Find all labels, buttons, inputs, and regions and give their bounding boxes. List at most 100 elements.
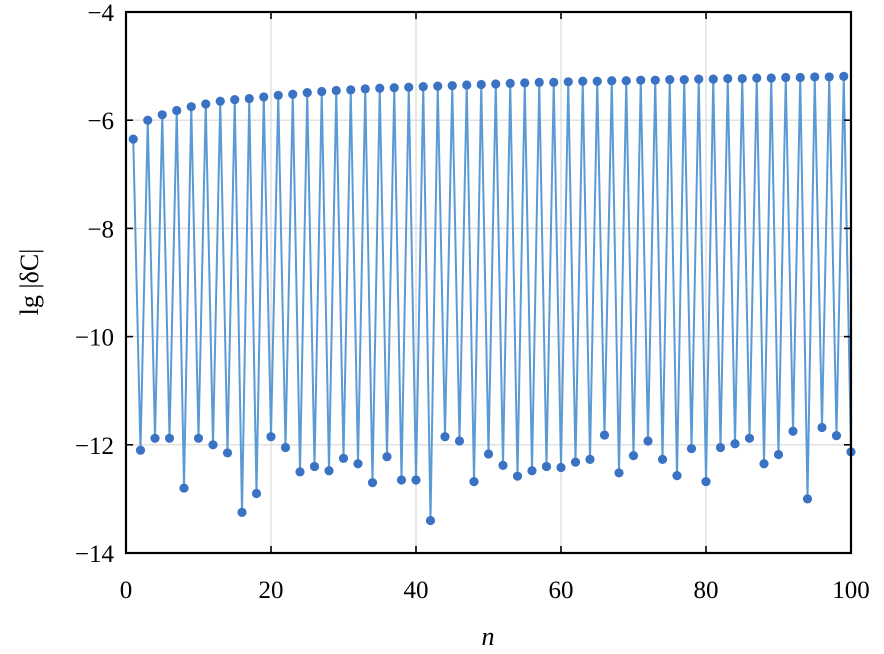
data-point: [157, 110, 167, 120]
ticks: 0 20 40 60 80 100 −4 −6 −8 −10 −12 −14: [75, 0, 870, 604]
data-point: [636, 75, 646, 85]
y-tick-label: −10: [75, 325, 114, 352]
data-point: [259, 92, 269, 102]
data-point: [773, 449, 784, 460]
data-point: [672, 471, 682, 481]
data-point: [781, 72, 791, 83]
data-point: [614, 468, 624, 478]
x-tick-label: 80: [694, 577, 719, 604]
data-point: [541, 461, 552, 472]
data-point: [491, 79, 501, 89]
data-point: [512, 471, 523, 481]
data-point: [324, 466, 334, 476]
data-point: [694, 74, 704, 84]
data-point: [715, 442, 726, 453]
data-point: [143, 115, 153, 125]
data-point: [607, 76, 617, 86]
data-point: [418, 82, 428, 92]
data-point: [657, 454, 668, 465]
data-point: [817, 422, 827, 433]
data-point: [179, 483, 189, 493]
data-point: [643, 436, 653, 446]
data-point: [244, 93, 254, 104]
data-point: [360, 84, 370, 94]
data-point: [135, 445, 146, 455]
data-point: [433, 81, 443, 91]
data-point: [389, 83, 399, 93]
data-point: [237, 507, 247, 518]
y-tick-label: −4: [87, 0, 114, 27]
data-point: [367, 478, 378, 488]
data-point: [331, 85, 341, 96]
data-point: [346, 85, 356, 95]
data-point: [585, 454, 595, 465]
data-point: [128, 134, 138, 144]
data-point: [520, 78, 530, 88]
data-point: [215, 96, 225, 106]
data-point: [172, 105, 182, 116]
y-tick-label: −12: [75, 433, 114, 460]
x-tick-label: 20: [259, 577, 284, 604]
x-tick-label: 100: [832, 577, 870, 604]
data-point: [375, 83, 385, 93]
data-point: [309, 461, 320, 472]
data-point: [549, 77, 559, 87]
data-point: [498, 460, 508, 470]
data-point: [411, 475, 421, 485]
data-point: [766, 73, 776, 83]
data-point: [425, 515, 436, 526]
data-point: [665, 75, 675, 85]
data-point: [483, 449, 494, 459]
plot-border: [124, 10, 853, 555]
series-group: [128, 71, 856, 526]
data-point: [208, 440, 218, 450]
data-point: [744, 433, 755, 443]
data-point: [752, 73, 762, 83]
x-tick-label: 0: [120, 577, 133, 604]
y-axis-label: lg |δC|: [15, 249, 44, 316]
data-point: [802, 494, 813, 504]
data-point: [150, 433, 160, 443]
data-point: [288, 89, 298, 99]
data-point: [621, 76, 631, 86]
data-point: [462, 80, 472, 90]
data-point: [795, 72, 805, 83]
data-point: [164, 433, 175, 443]
data-point: [302, 88, 312, 98]
data-point: [563, 77, 573, 87]
x-tick-label: 60: [549, 577, 574, 604]
data-point: [382, 452, 392, 462]
data-point: [230, 95, 240, 105]
data-point: [679, 75, 689, 85]
data-point: [824, 72, 834, 82]
data-point: [280, 442, 291, 453]
data-point: [201, 99, 211, 109]
data-point: [788, 426, 798, 436]
y-tick-label: −6: [87, 108, 114, 135]
data-point: [338, 453, 349, 463]
data-point: [570, 457, 581, 467]
data-point: [505, 78, 515, 89]
data-point: [723, 73, 733, 84]
data-point: [186, 102, 196, 112]
data-point: [599, 430, 610, 440]
data-point: [534, 77, 544, 87]
data-point: [454, 436, 465, 446]
data-point: [222, 448, 233, 458]
data-point: [440, 432, 450, 442]
data-point: [193, 433, 204, 443]
data-point: [839, 71, 849, 81]
data-point: [266, 432, 276, 442]
data-point: [447, 80, 457, 91]
data-point: [251, 488, 262, 499]
data-point: [650, 75, 660, 85]
series-line: [132, 75, 852, 522]
data-point: [831, 431, 842, 441]
data-point: [759, 459, 769, 469]
data-point: [556, 462, 566, 473]
data-point: [628, 451, 639, 461]
data-point: [592, 76, 602, 86]
data-point: [476, 79, 486, 90]
data-point: [578, 76, 588, 86]
x-tick-label: 40: [404, 577, 429, 604]
